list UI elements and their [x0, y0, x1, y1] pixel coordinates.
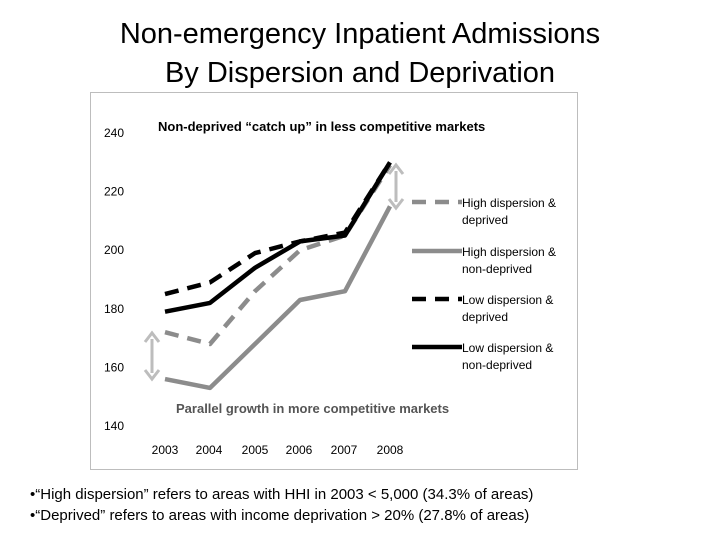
gap-arrow-2008-head-top [387, 162, 405, 175]
slide-title-line2: By Dispersion and Deprivation [164, 57, 556, 89]
x-tick-label: 2007 [331, 443, 358, 457]
y-tick-label: 240 [104, 126, 124, 140]
slide-title-line1: Non-emergency Inpatient Admissions [119, 18, 601, 50]
y-tick-label: 200 [104, 243, 124, 257]
gap-arrow-2003-head-top [143, 330, 161, 343]
series-line-4 [164, 161, 392, 314]
legend-label-1: High dispersion & deprived [462, 196, 556, 227]
x-tick-label: 2008 [377, 443, 404, 457]
x-tick-label: 2003 [152, 443, 179, 457]
x-tick-label: 2006 [286, 443, 313, 457]
footnote-high-dispersion: •“High dispersion” refers to areas with … [30, 486, 534, 503]
x-tick-label: 2005 [242, 443, 269, 457]
footnote-deprived: •“Deprived” refers to areas with income … [30, 507, 530, 524]
gap-arrow-2008-head-bottom [387, 198, 405, 211]
annotation-top: Non-deprived “catch up” in less competit… [158, 119, 485, 134]
chart-frame [90, 92, 578, 470]
legend-label-3: Low dispersion & deprived [462, 293, 553, 324]
series-line-2 [164, 205, 392, 391]
annotation-bottom: Parallel growth in more competitive mark… [176, 401, 449, 416]
legend-label-2: High dispersion & non-deprived [462, 245, 556, 276]
x-tick-label: 2004 [196, 443, 223, 457]
legend-label-4: Low dispersion & non-deprived [462, 341, 553, 372]
y-tick-label: 220 [104, 185, 124, 199]
y-tick-label: 180 [104, 302, 124, 316]
y-tick-label: 140 [104, 419, 124, 433]
series-line-3 [164, 161, 392, 297]
y-tick-label: 160 [104, 360, 124, 374]
gap-arrow-2003-head-bottom [143, 369, 161, 382]
